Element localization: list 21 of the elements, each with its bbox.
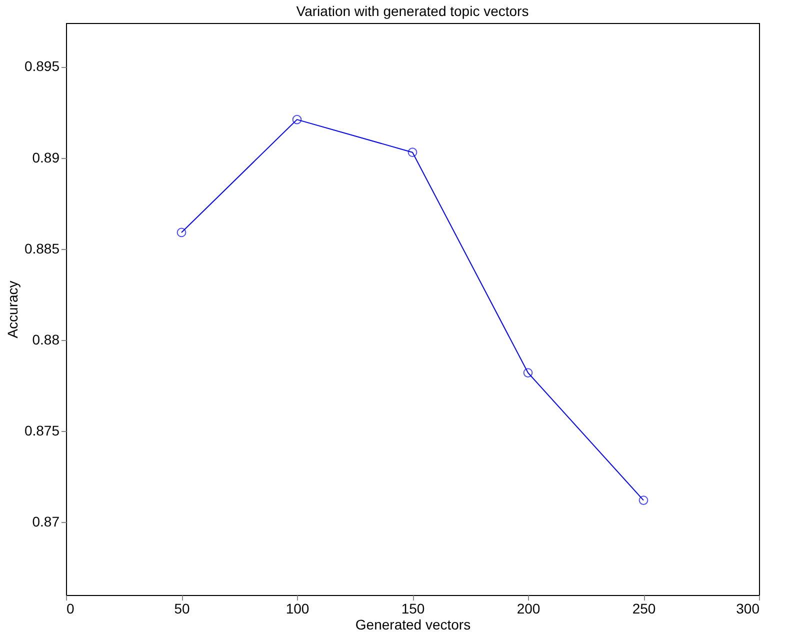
y-tick-label: 0.885: [24, 240, 60, 256]
x-tick-label: 300: [736, 600, 760, 616]
x-tick-label: 150: [401, 600, 425, 616]
x-tick-label: 250: [632, 600, 656, 616]
y-tick-label: 0.89: [32, 149, 60, 166]
y-tick-label: 0.88: [32, 331, 60, 348]
x-tick-label: 0: [66, 600, 74, 616]
y-tick-label: 0.87: [32, 514, 60, 530]
point: [292, 114, 302, 124]
point: [408, 148, 418, 158]
x-tick-label: 50: [174, 600, 190, 616]
y-tick-label: 0.895: [24, 58, 60, 74]
point: [176, 228, 186, 238]
point: [638, 496, 648, 505]
x-tick-label: 100: [286, 600, 310, 616]
chart-title: Variation with generated topic vectors: [296, 3, 529, 19]
x-axis-title: Generated vectors: [355, 616, 471, 632]
point: [523, 368, 533, 378]
x-tick-label: 200: [516, 600, 540, 616]
y-tick-label: 0.875: [24, 422, 60, 439]
y-axis-title: Accuracy: [4, 280, 20, 338]
